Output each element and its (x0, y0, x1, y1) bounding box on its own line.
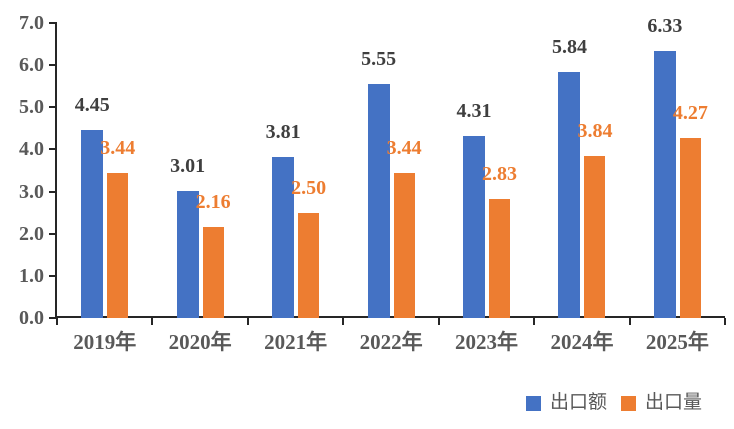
chart-legend: 出口额 出口量 (525, 392, 702, 413)
y-axis-tick-mark (49, 317, 57, 319)
x-axis-tick-mark (437, 318, 440, 325)
y-axis-tick-mark (49, 190, 57, 193)
y-axis-tick-label: 0.0 (19, 307, 44, 329)
data-label-export-value-2023年: 4.31 (456, 100, 492, 123)
legend-label-export-volume: 出口量 (644, 392, 702, 413)
legend-item-export-value: 出口额 (525, 392, 607, 413)
y-axis-tick-mark (49, 274, 57, 277)
bar-export-volume-2021年 (298, 212, 320, 318)
x-axis-tick-mark (628, 318, 631, 325)
legend-item-export-volume: 出口量 (620, 392, 702, 413)
x-axis-tick-mark (246, 318, 249, 325)
data-label-export-value-2022年: 5.55 (361, 48, 397, 71)
y-axis-tick-label: 2.0 (19, 222, 44, 245)
bar-export-value-2020年 (176, 191, 199, 318)
y-axis-tick-mark (49, 232, 57, 235)
bar-export-volume-2023年 (489, 198, 511, 318)
data-label-export-volume-2024年: 3.84 (577, 120, 613, 143)
bar-export-volume-2019年 (107, 173, 129, 318)
y-axis-tick-label: 5.0 (19, 96, 44, 119)
y-axis-tick-label: 1.0 (19, 264, 44, 287)
y-axis-tick-label: 7.0 (19, 12, 44, 35)
legend-swatch-export-volume-icon (620, 395, 636, 411)
x-axis-category-label: 2023年 (455, 330, 519, 354)
data-label-export-volume-2020年: 2.16 (195, 190, 231, 213)
x-axis-category-label: 2019年 (73, 330, 137, 354)
y-axis-tick-mark (49, 106, 57, 109)
bar-export-value-2022年 (367, 84, 390, 318)
x-axis-tick-mark (151, 318, 154, 325)
x-axis-category-label: 2025年 (645, 330, 709, 354)
data-label-export-volume-2023年: 2.83 (482, 162, 518, 185)
bar-export-value-2024年 (558, 71, 581, 318)
y-axis-line (55, 23, 57, 318)
x-axis-category-label: 2020年 (168, 330, 232, 354)
x-axis-tick-mark (342, 318, 345, 325)
data-label-export-value-2024年: 5.84 (551, 35, 587, 58)
x-axis-tick-mark (724, 318, 727, 325)
bar-export-volume-2020年 (202, 226, 224, 318)
data-label-export-volume-2021年: 2.50 (291, 176, 327, 199)
bar-export-volume-2022年 (393, 173, 415, 318)
y-axis-tick-label: 3.0 (19, 180, 44, 203)
x-axis-category-label: 2024年 (550, 330, 614, 354)
data-label-export-volume-2019年: 3.44 (100, 137, 136, 160)
y-axis-tick-mark (49, 22, 57, 25)
bar-export-value-2019年 (81, 130, 104, 318)
data-label-export-value-2019年: 4.45 (74, 94, 110, 117)
y-axis-tick-label: 6.0 (19, 54, 44, 77)
bar-export-volume-2024年 (584, 156, 606, 318)
bar-export-value-2021年 (272, 157, 295, 318)
data-label-export-value-2025年: 6.33 (647, 15, 683, 38)
bar-export-value-2025年 (653, 51, 676, 318)
x-axis-line (55, 316, 726, 318)
data-label-export-volume-2022年: 3.44 (386, 137, 422, 160)
bar-export-value-2023年 (463, 136, 486, 318)
x-axis-tick-mark (533, 318, 536, 325)
legend-label-export-value: 出口额 (549, 392, 607, 413)
legend-swatch-export-value-icon (525, 395, 541, 411)
y-axis-tick-mark (49, 148, 57, 151)
x-axis-category-label: 2022年 (359, 330, 423, 354)
x-axis-tick-mark (56, 318, 58, 325)
x-axis-category-label: 2021年 (264, 330, 328, 354)
data-label-export-value-2021年: 3.81 (265, 121, 301, 144)
bar-export-volume-2025年 (679, 138, 701, 318)
y-axis-tick-label: 4.0 (19, 138, 44, 161)
data-label-export-volume-2025年: 4.27 (672, 102, 708, 125)
y-axis-tick-mark (49, 64, 57, 67)
data-label-export-value-2020年: 3.01 (170, 155, 206, 178)
